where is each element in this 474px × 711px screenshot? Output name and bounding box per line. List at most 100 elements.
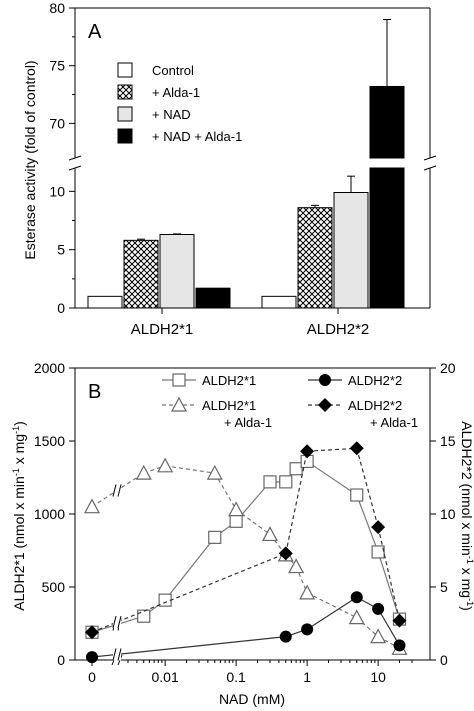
bar	[333, 192, 369, 309]
bar	[369, 85, 405, 159]
axis-break-mark	[68, 155, 82, 161]
legend-swatch	[117, 84, 133, 100]
y-tick-label: 80	[49, 0, 65, 16]
data-point	[157, 457, 174, 473]
data-point	[393, 639, 406, 652]
legend-swatch	[117, 128, 133, 144]
line-break-mark	[117, 484, 122, 497]
data-point	[349, 441, 364, 456]
y-tick-label: 10	[49, 183, 65, 199]
series-line-segment	[306, 460, 358, 496]
data-point	[228, 501, 245, 517]
axis-break-mark	[68, 165, 82, 171]
y-right-tick-label: 20	[440, 360, 456, 376]
series-line-segment	[356, 448, 379, 528]
y-tick-label: 75	[49, 58, 65, 74]
data-point	[172, 373, 186, 387]
data-point	[348, 609, 365, 625]
series-line-segment	[164, 536, 216, 601]
data-point	[370, 628, 387, 644]
panel-label: A	[88, 21, 102, 43]
data-point	[261, 526, 279, 542]
series-2	[86, 591, 406, 664]
data-point	[372, 602, 385, 615]
line-break-mark	[112, 615, 117, 629]
data-point	[371, 520, 386, 535]
data-point	[279, 475, 293, 489]
y-tick-label: 5	[57, 242, 65, 258]
line-break-gap	[113, 616, 121, 629]
series-line-segment	[91, 636, 286, 658]
data-point	[350, 488, 364, 502]
legend-label: ALDH2*2	[348, 373, 402, 388]
legend-label: + NAD	[152, 107, 191, 122]
y-left-axis-label-part: ALDH2*1 (nmol x min	[11, 476, 27, 611]
data-point	[83, 498, 101, 514]
series-line-segment	[306, 596, 358, 630]
legend-label: ALDH2*1	[202, 373, 256, 388]
legend-label: Control	[152, 63, 194, 78]
y-axis-label: Esterase activity (fold of control)	[22, 60, 38, 259]
data-point	[206, 464, 223, 480]
y-left-axis-label-part: -1	[11, 468, 21, 476]
legend-label: + Alda-1	[152, 85, 200, 100]
series-1	[83, 457, 408, 655]
series-line-segment	[285, 451, 308, 554]
y-right-tick-label: 0	[440, 652, 448, 668]
series-3	[85, 441, 407, 640]
y-right-tick-label: 10	[440, 506, 456, 522]
line-break-mark	[117, 648, 122, 661]
y-left-tick-label: 0	[57, 652, 65, 668]
y-left-axis-label-part: x mg	[11, 434, 27, 468]
data-point	[300, 444, 315, 459]
data-point	[350, 591, 363, 604]
axis-break-mark	[423, 155, 437, 161]
x-tick-label: 1	[303, 669, 311, 685]
y-left-axis-label: ALDH2*1 (nmol x min-1 x mg-1)	[11, 421, 27, 611]
data-point	[137, 609, 151, 623]
x-tick-label: 10	[370, 669, 386, 685]
y-tick-label: 0	[57, 300, 65, 316]
series-line-segment	[377, 551, 401, 620]
bar	[87, 295, 123, 309]
x-tick-label: ALDH2*2	[307, 321, 370, 338]
x-tick-label: ALDH2*1	[131, 321, 194, 338]
bar	[123, 239, 159, 309]
series-line-segment	[356, 494, 379, 553]
line-break-gap	[113, 648, 121, 661]
data-point	[288, 558, 305, 574]
data-point	[229, 514, 243, 528]
y-right-axis-label: ALDH2*2 (nmol x min-1 x mg-1)	[459, 421, 474, 611]
bar	[261, 295, 297, 309]
data-point	[170, 396, 188, 412]
y-left-tick-label: 2000	[34, 360, 65, 376]
data-point	[371, 545, 385, 559]
bar	[159, 234, 195, 309]
y-left-tick-label: 1000	[34, 506, 65, 522]
axis-break-mark	[423, 165, 437, 171]
y-tick-label: 70	[49, 115, 65, 131]
legend-swatch	[117, 62, 133, 78]
data-point	[85, 625, 99, 640]
data-point	[319, 374, 331, 386]
data-point	[208, 530, 222, 544]
y-right-tick-label: 5	[440, 579, 448, 595]
y-left-axis-label-part: -1	[11, 426, 21, 434]
legend-label-line2: + Alda-1	[224, 415, 272, 430]
x-axis-label: NAD (mM)	[219, 691, 285, 707]
y-left-tick-label: 1500	[34, 433, 65, 449]
panel-a-bar-chart: 0 5 10 70 75 80 Esterase activity (fold of con…	[22, 0, 437, 338]
data-point	[135, 464, 152, 480]
y-right-axis-label-part: -1	[465, 556, 474, 564]
legend-label: ALDH2*2	[348, 398, 402, 413]
line-break-mark	[117, 615, 122, 629]
y-left-tick-label: 500	[42, 579, 66, 595]
data-point	[299, 584, 316, 600]
x-tick-label: 0.01	[151, 669, 178, 685]
series-line-segment	[356, 617, 379, 638]
series-line-segment	[91, 552, 286, 633]
line-break-mark	[112, 648, 117, 661]
series-line-segment	[377, 527, 401, 621]
y-right-tick-label: 15	[440, 433, 456, 449]
